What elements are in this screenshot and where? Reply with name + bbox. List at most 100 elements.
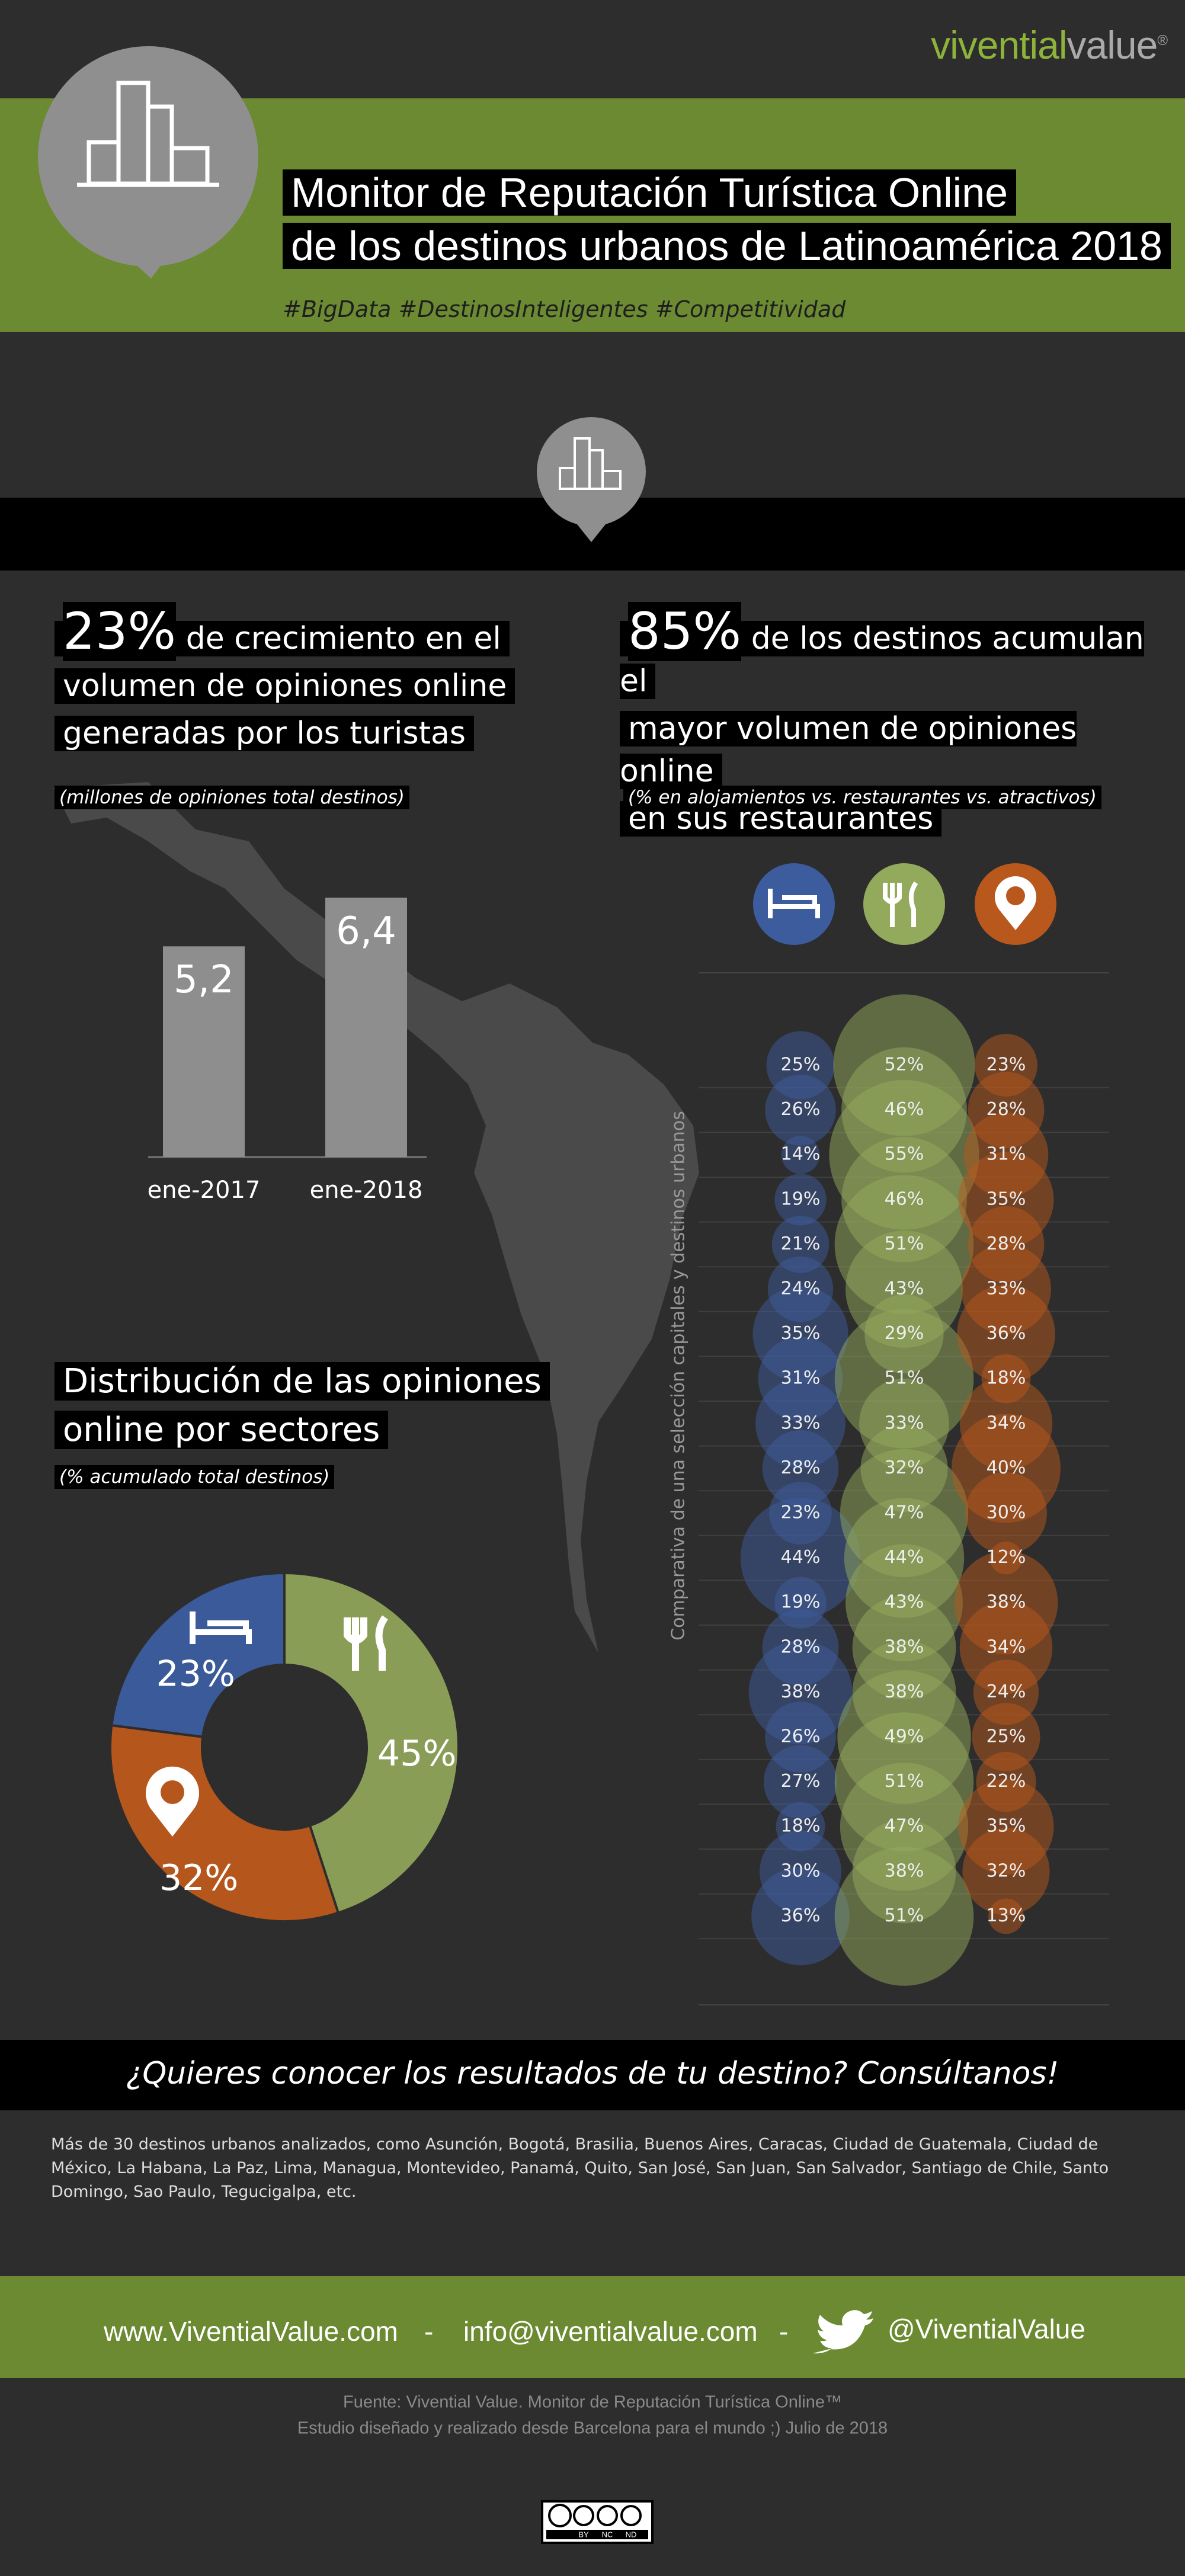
bubble-label: 46% — [885, 1099, 924, 1120]
bubble-label: 27% — [781, 1771, 821, 1792]
bubble — [765, 1074, 836, 1146]
bubble-label: 51% — [885, 1771, 924, 1792]
donut-icons — [146, 1611, 389, 1837]
bubble-label: 33% — [987, 1279, 1026, 1299]
note-text: (% acumulado total destinos) — [55, 1465, 335, 1489]
headline-text: 85% de los destinos acumulan el — [620, 602, 1144, 699]
bubble — [962, 1828, 1050, 1915]
x-tick-label: ene-2018 — [310, 1177, 423, 1204]
nc-circle — [597, 2505, 618, 2526]
bar — [163, 946, 245, 1157]
bubble-label: 32% — [885, 1457, 924, 1478]
category-icons — [753, 863, 1056, 945]
bubble-label: 38% — [885, 1860, 924, 1881]
twitter-handle[interactable]: @ViventialValue — [888, 2314, 1085, 2344]
source-line: Fuente: Vivential Value. Monitor de Repu… — [343, 2393, 842, 2412]
bubble-label: 28% — [781, 1457, 821, 1478]
destinations-text: Más de 30 destinos urbanos analizados, c… — [51, 2135, 1109, 2201]
title-line: de los destinos urbanos de Latinoamérica… — [283, 222, 1171, 270]
bar-value-label: 5,2 — [174, 958, 234, 1002]
bubble-label: 13% — [987, 1905, 1026, 1926]
bubble-label: 38% — [885, 1636, 924, 1657]
bubble-label: 28% — [987, 1233, 1026, 1254]
cta-band — [0, 2040, 1185, 2110]
map-silhouette — [53, 782, 699, 1653]
bubble-label: 34% — [987, 1636, 1026, 1657]
bubble-label: 49% — [885, 1726, 924, 1747]
badge-strip — [546, 2530, 648, 2539]
bubble-label: 55% — [885, 1144, 924, 1165]
restaurant-icon — [863, 863, 945, 945]
bubble-label: 21% — [781, 1233, 821, 1254]
note-text: (% en alojamientos vs. restaurantes vs. … — [623, 786, 1101, 809]
bubble-label: 28% — [781, 1636, 821, 1657]
email-link[interactable]: info@viventialvalue.com — [463, 2316, 758, 2347]
bubble — [965, 1472, 1047, 1554]
license-term: BY — [578, 2530, 589, 2539]
donut-slice — [110, 1571, 286, 1738]
headline-text: online por sectores — [55, 1411, 389, 1449]
divider-icon — [537, 417, 646, 542]
growth-note: (millones de opiniones total destinos) — [55, 786, 409, 809]
bubble — [762, 1430, 839, 1507]
bubble-label: 28% — [987, 1099, 1026, 1120]
bubble-label: 19% — [781, 1188, 821, 1209]
highlight: 85% — [628, 602, 742, 661]
growth-headline: 23% de crecimiento en el volumen de opin… — [55, 602, 515, 760]
bubble-label: 38% — [781, 1681, 821, 1702]
bubble — [740, 1498, 861, 1618]
main-title: Monitor de Reputación Turística Online d… — [283, 168, 1171, 275]
bubble-label: 43% — [885, 1279, 924, 1299]
bubble — [774, 1174, 827, 1226]
bubble-label: 26% — [781, 1099, 821, 1120]
title-line: Monitor de Reputación Turística Online — [283, 168, 1171, 217]
building-icon — [77, 81, 219, 187]
bed-symbol — [768, 889, 820, 918]
bubble-label: 46% — [885, 1188, 924, 1209]
headline-text: 23% de crecimiento en el — [55, 602, 510, 661]
bubble-label: 24% — [781, 1279, 821, 1299]
website-link[interactable]: www.ViventialValue.com — [103, 2316, 398, 2347]
bubble — [957, 1284, 1055, 1383]
bubble-label: 47% — [885, 1816, 924, 1837]
bubble-label: 36% — [987, 1323, 1026, 1344]
distribution-note: (% acumulado total destinos) — [55, 1465, 335, 1489]
bubble — [988, 1898, 1024, 1934]
x-tick-label: ene-2017 — [148, 1177, 261, 1204]
bubble-label: 19% — [781, 1592, 821, 1613]
headline-text: volumen de opiniones online — [55, 668, 515, 704]
headline-line: online por sectores — [55, 1408, 550, 1452]
twitter-bird — [813, 2310, 873, 2354]
bubble-label: 12% — [987, 1547, 1026, 1568]
bar — [325, 898, 407, 1157]
nd-circle — [620, 2505, 642, 2526]
bubble-label: 35% — [781, 1323, 821, 1344]
bubble-label: 30% — [781, 1860, 821, 1881]
bubble-label: 34% — [987, 1412, 1026, 1433]
bubble-label: 38% — [987, 1592, 1026, 1613]
headline-part: de crecimiento en el — [185, 621, 501, 656]
distribution-headline: Distribución de las opiniones online por… — [55, 1360, 550, 1457]
headline-line: 85% de los destinos acumulan el — [620, 602, 1185, 703]
hashtags: #BigData #DestinosInteligentes #Competit… — [283, 296, 846, 322]
cutlery-symbol — [883, 881, 918, 927]
bar-value-label: 6,4 — [336, 909, 396, 953]
bubble-label: 25% — [781, 1055, 821, 1075]
bubble — [771, 1216, 830, 1273]
headline-line: 23% de crecimiento en el — [55, 602, 515, 661]
by-circle — [573, 2505, 594, 2526]
headline-line: volumen de opiniones online — [55, 665, 515, 707]
highlight: 23% — [63, 602, 177, 661]
footer-band — [0, 2276, 1185, 2378]
bubble-label: 31% — [987, 1144, 1026, 1165]
call-to-action[interactable]: ¿Quieres conocer los resultados de tu de… — [126, 2056, 1059, 2091]
bubble-label: 26% — [781, 1726, 821, 1747]
slice-label: 23% — [156, 1654, 235, 1695]
license-term: ND — [626, 2530, 637, 2539]
bed-symbol — [190, 1611, 252, 1644]
bubble — [972, 1703, 1040, 1771]
